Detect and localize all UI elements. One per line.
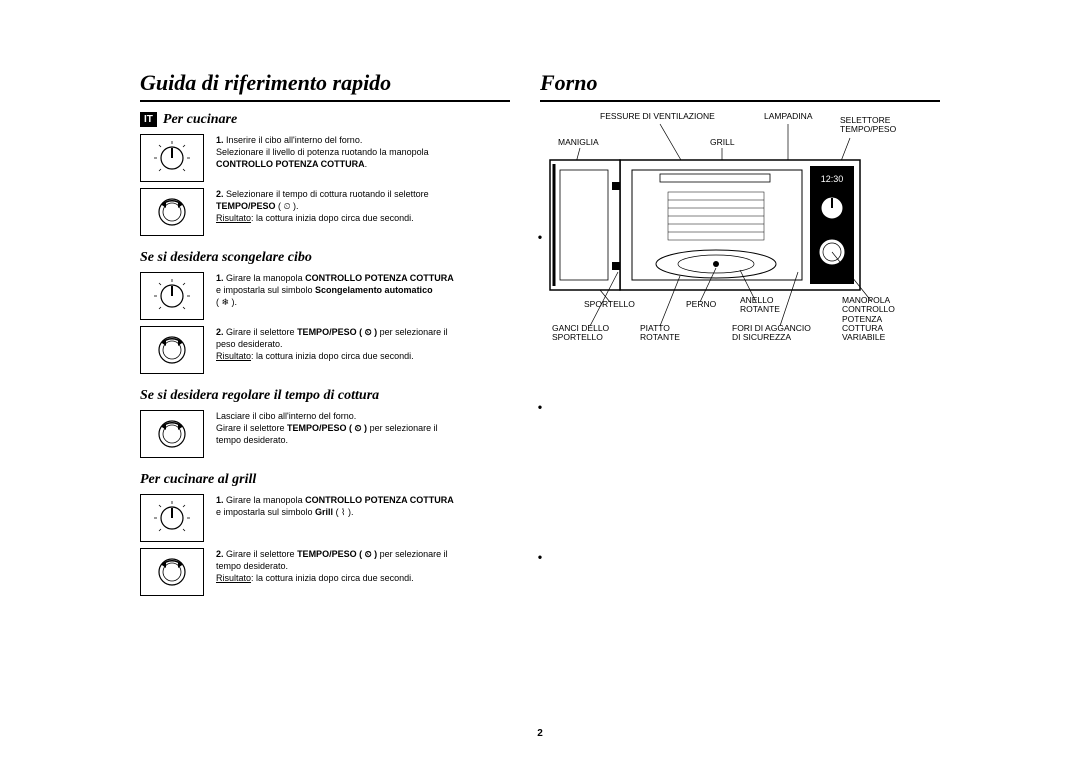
step-row: Lasciare il cibo all'interno del forno. … xyxy=(140,410,510,458)
section-heading: Se si desidera scongelare cibo xyxy=(140,250,510,266)
oven-diagram: FESSURE DI VENTILAZIONE LAMPADINA SELETT… xyxy=(540,112,940,372)
diagram-label: MANIGLIA xyxy=(558,138,599,147)
column-bullet: • xyxy=(538,400,542,414)
power-knob-icon xyxy=(140,134,206,182)
step-number: 1. xyxy=(216,273,224,283)
step-number: 1. xyxy=(216,135,224,145)
step-text: Risultato xyxy=(216,213,251,223)
step-text: per selezionare il xyxy=(367,423,438,433)
step-row: 1. Girare la manopola CONTROLLO POTENZA … xyxy=(140,272,510,320)
section-heading: Per cucinare al grill xyxy=(140,472,510,488)
section-heading: Per cucinare xyxy=(163,112,237,128)
diagram-label: GRILL xyxy=(710,138,735,147)
step-number: 2. xyxy=(216,549,224,559)
diagram-label: PIATTOROTANTE xyxy=(640,324,680,343)
step-text: Girare il selettore xyxy=(216,423,287,433)
step-text: TEMPO/PESO xyxy=(216,201,276,211)
step-text: Risultato xyxy=(216,573,251,583)
step-number: 2. xyxy=(216,189,224,199)
step-text: Selezionare il tempo di cottura ruotando… xyxy=(226,189,429,199)
left-rule xyxy=(140,100,510,102)
diagram-label: LAMPADINA xyxy=(764,112,813,121)
column-bullet: • xyxy=(538,550,542,564)
step-text: Girare la manopola xyxy=(226,273,305,283)
lang-badge: IT xyxy=(140,112,157,127)
step-text: ( ⏲ ). xyxy=(276,201,299,211)
step-text: e impostarla sul simbolo xyxy=(216,507,315,517)
diagram-label: GANCI DELLOSPORTELLO xyxy=(552,324,609,343)
diagram-label: ANELLOROTANTE xyxy=(740,296,780,315)
step-number: 1. xyxy=(216,495,224,505)
svg-text:12:30: 12:30 xyxy=(821,174,844,184)
step-text: Girare il selettore xyxy=(226,327,297,337)
step-text: Girare il selettore xyxy=(226,549,297,559)
diagram-label: MANOPOLA CONTROLLO POTENZA COTTURA VARIA… xyxy=(842,296,895,343)
step-text: per selezionare il xyxy=(377,549,448,559)
diagram-label: FESSURE DI VENTILAZIONE xyxy=(600,112,715,121)
step-text: Lasciare il cibo all'interno del forno. xyxy=(216,411,356,421)
step-text: Girare la manopola xyxy=(226,495,305,505)
right-title: Forno xyxy=(540,70,940,96)
step-text: Scongelamento automatico xyxy=(315,285,433,295)
step-row: 1. Girare la manopola CONTROLLO POTENZA … xyxy=(140,494,510,542)
step-row: 1. Inserire il cibo all'interno del forn… xyxy=(140,134,510,182)
step-text: Selezionare il livello di potenza ruotan… xyxy=(216,147,429,157)
step-text: peso desiderato. xyxy=(216,339,283,349)
power-knob-icon xyxy=(140,272,206,320)
step-text: Grill xyxy=(315,507,333,517)
step-text: Inserire il cibo all'interno del forno. xyxy=(226,135,362,145)
step-row: 2. Selezionare il tempo di cottura ruota… xyxy=(140,188,510,236)
step-number: 2. xyxy=(216,327,224,337)
timer-knob-icon xyxy=(140,188,206,236)
step-text: CONTROLLO POTENZA COTTURA xyxy=(305,273,454,283)
timer-knob-icon xyxy=(140,326,206,374)
column-bullet: • xyxy=(538,230,542,244)
step-text: : la cottura inizia dopo circa due secon… xyxy=(251,351,414,361)
timer-knob-icon xyxy=(140,410,206,458)
step-text: e impostarla sul simbolo xyxy=(216,285,315,295)
diagram-label: FORI DI AGGANCIODI SICUREZZA xyxy=(732,324,811,343)
power-knob-icon xyxy=(140,494,206,542)
step-text: per selezionare il xyxy=(377,327,448,337)
step-text: tempo desiderato. xyxy=(216,435,288,445)
timer-knob-icon xyxy=(140,548,206,596)
diagram-label: SPORTELLO xyxy=(584,300,635,309)
page-number: 2 xyxy=(537,728,543,739)
step-text: : la cottura inizia dopo circa due secon… xyxy=(251,213,414,223)
step-row: 2. Girare il selettore TEMPO/PESO ( ⏲ ) … xyxy=(140,548,510,596)
step-text: ( ⌇ ). xyxy=(333,507,353,517)
step-text: TEMPO/PESO ( ⏲ ) xyxy=(297,327,377,337)
step-text: ( ❄ ). xyxy=(216,297,237,307)
step-text: : la cottura inizia dopo circa due secon… xyxy=(251,573,414,583)
diagram-label: PERNO xyxy=(686,300,716,309)
step-row: 2. Girare il selettore TEMPO/PESO ( ⏲ ) … xyxy=(140,326,510,374)
step-text: TEMPO/PESO ( ⏲ ) xyxy=(287,423,367,433)
step-text: CONTROLLO POTENZA COTTURA xyxy=(216,159,365,169)
right-column: Forno FESSURE DI VENTILAZIONE LAMPADINA … xyxy=(540,70,940,610)
step-text: CONTROLLO POTENZA COTTURA xyxy=(305,495,454,505)
step-text: Risultato xyxy=(216,351,251,361)
diagram-label: SELETTORETEMPO/PESO xyxy=(840,116,896,135)
left-column: Guida di riferimento rapido IT Per cucin… xyxy=(140,70,510,610)
step-text: tempo desiderato. xyxy=(216,561,288,571)
step-text: TEMPO/PESO ( ⏲ ) xyxy=(297,549,377,559)
step-text: . xyxy=(365,159,368,169)
section-heading: Se si desidera regolare il tempo di cott… xyxy=(140,388,510,404)
left-title: Guida di riferimento rapido xyxy=(140,70,510,96)
right-rule xyxy=(540,100,940,102)
manual-page: Guida di riferimento rapido IT Per cucin… xyxy=(0,0,1080,763)
